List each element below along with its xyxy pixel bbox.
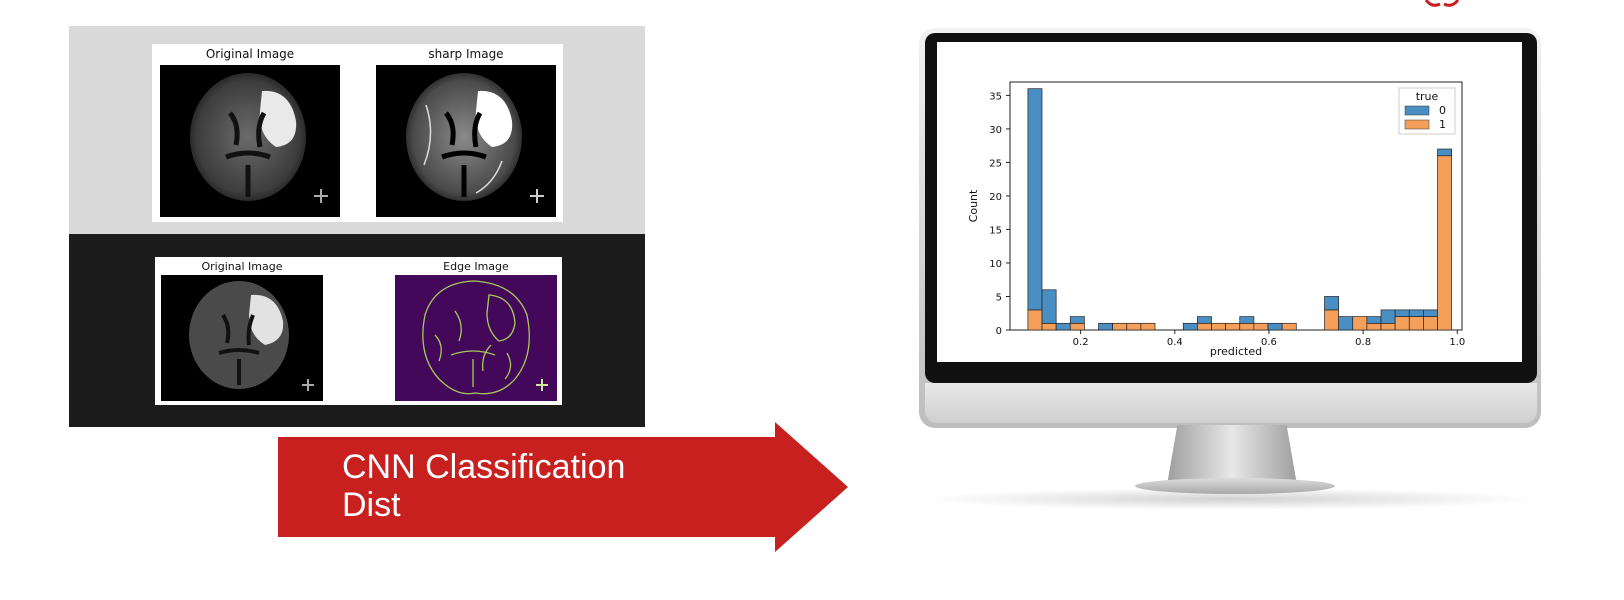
monitor-screen: 0.2 0.4 0.6 0.8 1.0 0 5 10 15 20 25 30 35 predicted …: [937, 42, 1522, 362]
sharpening-figure: Original Image sharp Image: [152, 44, 563, 222]
arrow-label: CNN Classification Dist: [342, 448, 762, 524]
legend-label-1: 1: [1439, 118, 1446, 131]
y-tick-label: 15: [989, 225, 1002, 236]
arrow-shape: [278, 422, 848, 552]
monitor-shadow: [920, 488, 1540, 510]
arrow-label-line2: Dist: [342, 486, 401, 524]
bar-series-1: [1140, 322, 1156, 331]
monitor-base: [1135, 478, 1335, 494]
sharp-image-title: sharp Image: [428, 47, 504, 61]
edge-detection-figure: Original Image Edge Image: [155, 257, 562, 405]
original-image-title: Original Image: [205, 47, 295, 61]
x-tick-label: 0.4: [1167, 337, 1183, 348]
x-axis-label: predicted: [1210, 345, 1262, 358]
bar-series-1: [1239, 322, 1255, 331]
y-tick-label: 20: [989, 192, 1002, 203]
y-tick-label: 10: [989, 259, 1002, 270]
y-axis-label: Count: [967, 189, 980, 222]
bar-series-1: [1380, 322, 1396, 331]
x-tick-label: 0.8: [1355, 337, 1371, 348]
bar-series-0: [1197, 316, 1212, 324]
legend: true 0 1: [1398, 87, 1456, 135]
bar-series-0: [1027, 88, 1043, 311]
bar-series-1: [1126, 322, 1142, 331]
bar-series-0: [1380, 309, 1396, 324]
process-arrow: [278, 422, 848, 552]
y-tick-label: 5: [996, 292, 1002, 303]
legend-label-0: 0: [1439, 104, 1446, 117]
legend-title: true: [1416, 90, 1439, 103]
sharp-brain-image: [376, 65, 556, 217]
bar-series-0: [1098, 322, 1113, 331]
plot-area: [1009, 81, 1463, 331]
bar-series-1: [1225, 322, 1241, 331]
edge-image-title: Edge Image: [443, 260, 509, 273]
bar-series-0: [1041, 289, 1057, 324]
bar-series-0: [1267, 322, 1283, 331]
y-tick-label: 35: [989, 91, 1002, 102]
y-tick-label: 30: [989, 125, 1002, 136]
bar-series-0: [1182, 322, 1198, 331]
bar-series-1: [1394, 316, 1410, 331]
y-tick-label: 25: [989, 158, 1002, 169]
original-image-title-2: Original Image: [201, 260, 283, 273]
bar-series-1: [1027, 309, 1043, 331]
arrow-label-line1: CNN Classification: [342, 448, 626, 486]
original-brain-image: [160, 65, 340, 217]
bar-series-0: [1069, 316, 1085, 324]
bar-series-0: [1394, 309, 1410, 317]
legend-swatch-0: [1404, 105, 1430, 116]
bar-series-0: [1338, 316, 1354, 331]
bar-series-0: [1366, 316, 1382, 324]
monitor-chin: [925, 383, 1537, 423]
bar-series-1: [1281, 322, 1297, 331]
bar-series-1: [1437, 155, 1452, 331]
corner-logo-fragment: [1424, 0, 1460, 7]
x-tick-label: 0.6: [1261, 337, 1277, 348]
bar-series-1: [1408, 316, 1424, 331]
bar-series-1: [1197, 322, 1212, 331]
bar-series-1: [1211, 322, 1226, 331]
bar-series-0: [1408, 309, 1424, 317]
y-tick-label: 0: [996, 326, 1002, 337]
bar-series-1: [1352, 316, 1368, 331]
bar-series-1: [1423, 316, 1438, 331]
bar-series-0: [1324, 296, 1339, 311]
x-tick-label: 0.2: [1073, 337, 1089, 348]
bar-series-1: [1041, 322, 1057, 331]
bar-series-0: [1239, 316, 1255, 324]
bar-series-1: [1253, 322, 1269, 331]
bar-series-1: [1112, 322, 1128, 331]
bar-series-0: [1437, 148, 1452, 157]
bar-series-1: [1366, 322, 1382, 331]
bar-series-1: [1069, 322, 1085, 331]
bar-series-0: [1055, 322, 1071, 331]
x-tick-label: 1.0: [1449, 337, 1465, 348]
bar-series-1: [1324, 309, 1339, 331]
bar-series-0: [1423, 309, 1438, 317]
legend-swatch-1: [1404, 119, 1430, 130]
monitor-stand: [1167, 425, 1297, 485]
edge-brain-image: [395, 275, 557, 401]
original-brain-image-2: [161, 275, 323, 401]
